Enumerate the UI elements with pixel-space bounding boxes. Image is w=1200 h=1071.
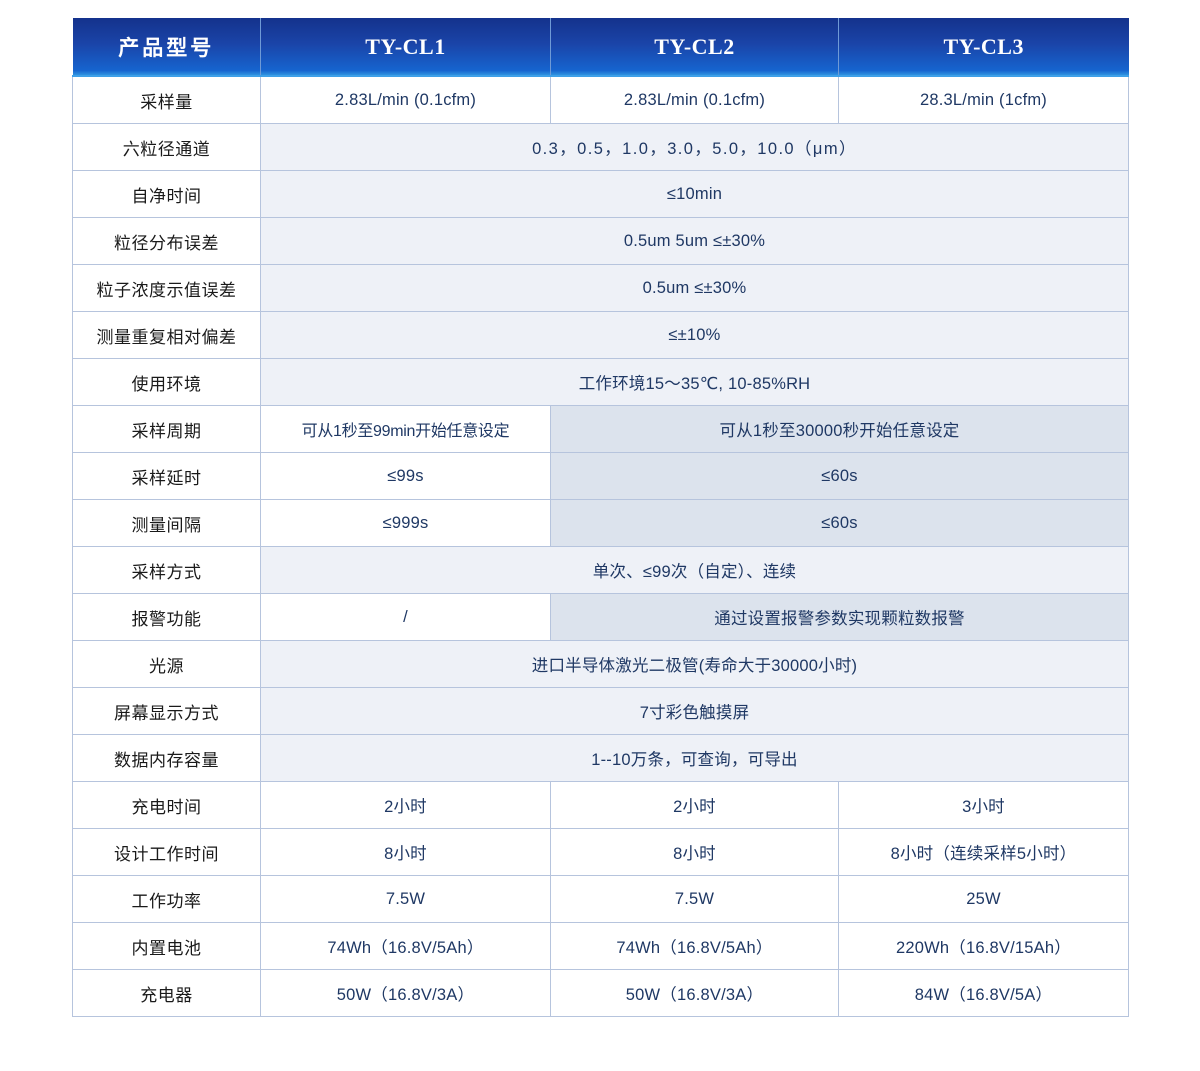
row-value-cl2: 50W（16.8V/3A） xyxy=(550,969,839,1017)
column-header-ty-cl1: TY-CL1 xyxy=(260,18,551,77)
row-label: 屏幕显示方式 xyxy=(72,687,261,735)
row-value-all-models: 7寸彩色触摸屏 xyxy=(260,687,1129,735)
row-value-cl2: 2小时 xyxy=(550,781,839,829)
table-row: 六粒径通道 0.3，0.5，1.0，3.0，5.0，10.0（μm） xyxy=(72,123,1129,171)
table-body: 采样量 2.83L/min (0.1cfm) 2.83L/min (0.1cfm) 2… xyxy=(72,76,1129,1017)
table-row: 充电时间 2小时 2小时 3小时 xyxy=(72,781,1129,829)
row-value-cl2: 74Wh（16.8V/5Ah） xyxy=(550,922,839,970)
row-label: 工作功率 xyxy=(72,875,261,923)
row-value-cl2-cl3: ≤60s xyxy=(550,452,1129,500)
row-label: 充电器 xyxy=(72,969,261,1017)
row-value-cl2-cl3: 通过设置报警参数实现颗粒数报警 xyxy=(550,593,1129,641)
table-row: 使用环境 工作环境15～35℃, 10-85%RH xyxy=(72,358,1129,406)
column-header-ty-cl3: TY-CL3 xyxy=(838,18,1129,77)
row-value-cl1: 可从1秒至99min开始任意设定 xyxy=(260,405,551,453)
table-row: 光源 进口半导体激光二极管(寿命大于30000小时) xyxy=(72,640,1129,688)
row-label: 自净时间 xyxy=(72,170,261,218)
row-value-cl2: 2.83L/min (0.1cfm) xyxy=(550,76,839,124)
row-value-cl1: ≤99s xyxy=(260,452,551,500)
table-row: 测量重复相对偏差 ≤±10% xyxy=(72,311,1129,359)
row-label: 测量重复相对偏差 xyxy=(72,311,261,359)
row-value-cl1: / xyxy=(260,593,551,641)
row-label: 采样延时 xyxy=(72,452,261,500)
row-label: 光源 xyxy=(72,640,261,688)
row-value-all-models: ≤10min xyxy=(260,170,1129,218)
row-value-all-models: ≤±10% xyxy=(260,311,1129,359)
row-label: 采样方式 xyxy=(72,546,261,594)
row-label: 设计工作时间 xyxy=(72,828,261,876)
row-value-cl2: 8小时 xyxy=(550,828,839,876)
row-label: 内置电池 xyxy=(72,922,261,970)
table-row: 采样方式 单次、≤99次（自定）、连续 xyxy=(72,546,1129,594)
row-value-all-models: 0.5um ≤±30% xyxy=(260,264,1129,312)
row-value-all-models: 单次、≤99次（自定）、连续 xyxy=(260,546,1129,594)
row-value-all-models: 工作环境15～35℃, 10-85%RH xyxy=(260,358,1129,406)
row-value-cl1: ≤999s xyxy=(260,499,551,547)
table-row: 粒子浓度示值误差 0.5um ≤±30% xyxy=(72,264,1129,312)
row-label: 六粒径通道 xyxy=(72,123,261,171)
table-row: 自净时间 ≤10min xyxy=(72,170,1129,218)
row-value-cl3: 28.3L/min (1cfm) xyxy=(838,76,1129,124)
column-header-product-model: 产品型号 xyxy=(72,18,261,77)
row-value-cl3: 220Wh（16.8V/15Ah） xyxy=(838,922,1129,970)
table-row: 屏幕显示方式 7寸彩色触摸屏 xyxy=(72,687,1129,735)
row-value-cl1: 7.5W xyxy=(260,875,551,923)
column-header-ty-cl2: TY-CL2 xyxy=(550,18,839,77)
row-label: 使用环境 xyxy=(72,358,261,406)
table-row: 测量间隔 ≤999s ≤60s xyxy=(72,499,1129,547)
row-value-cl1: 8小时 xyxy=(260,828,551,876)
row-label: 采样量 xyxy=(72,76,261,124)
row-label: 粒子浓度示值误差 xyxy=(72,264,261,312)
row-value-cl1: 2.83L/min (0.1cfm) xyxy=(260,76,551,124)
row-label: 测量间隔 xyxy=(72,499,261,547)
row-value-cl3: 84W（16.8V/5A） xyxy=(838,969,1129,1017)
row-value-cl3: 8小时（连续采样5小时） xyxy=(838,828,1129,876)
table-header: 产品型号 TY-CL1 TY-CL2 TY-CL3 xyxy=(72,18,1129,77)
row-value-all-models: 1--10万条，可查询，可导出 xyxy=(260,734,1129,782)
row-value-cl2-cl3: ≤60s xyxy=(550,499,1129,547)
row-value-all-models: 0.5um 5um ≤±30% xyxy=(260,217,1129,265)
row-label: 充电时间 xyxy=(72,781,261,829)
specification-table-container: 产品型号 TY-CL1 TY-CL2 TY-CL3 采样量 2.83L/min (… xyxy=(72,18,1129,1017)
row-value-cl3: 25W xyxy=(838,875,1129,923)
row-value-cl1: 50W（16.8V/3A） xyxy=(260,969,551,1017)
table-row: 充电器 50W（16.8V/3A） 50W（16.8V/3A） 84W（16.8V/5… xyxy=(72,969,1129,1017)
table-row: 采样量 2.83L/min (0.1cfm) 2.83L/min (0.1cfm) 2… xyxy=(72,76,1129,124)
table-row: 内置电池 74Wh（16.8V/5Ah） 74Wh（16.8V/5Ah） 220Wh（… xyxy=(72,922,1129,970)
row-value-cl1: 74Wh（16.8V/5Ah） xyxy=(260,922,551,970)
table-row: 采样周期 可从1秒至99min开始任意设定 可从1秒至30000秒开始任意设定 xyxy=(72,405,1129,453)
row-value-all-models: 进口半导体激光二极管(寿命大于30000小时) xyxy=(260,640,1129,688)
table-row: 报警功能 / 通过设置报警参数实现颗粒数报警 xyxy=(72,593,1129,641)
row-value-cl3: 3小时 xyxy=(838,781,1129,829)
header-row: 产品型号 TY-CL1 TY-CL2 TY-CL3 xyxy=(72,18,1129,77)
row-value-all-models: 0.3，0.5，1.0，3.0，5.0，10.0（μm） xyxy=(260,123,1129,171)
table-row: 粒径分布误差 0.5um 5um ≤±30% xyxy=(72,217,1129,265)
row-label: 粒径分布误差 xyxy=(72,217,261,265)
table-row: 设计工作时间 8小时 8小时 8小时（连续采样5小时） xyxy=(72,828,1129,876)
row-label: 报警功能 xyxy=(72,593,261,641)
row-value-cl2: 7.5W xyxy=(550,875,839,923)
table-row: 采样延时 ≤99s ≤60s xyxy=(72,452,1129,500)
row-label: 数据内存容量 xyxy=(72,734,261,782)
table-row: 工作功率 7.5W 7.5W 25W xyxy=(72,875,1129,923)
row-label: 采样周期 xyxy=(72,405,261,453)
row-value-cl2-cl3: 可从1秒至30000秒开始任意设定 xyxy=(550,405,1129,453)
product-specification-table: 产品型号 TY-CL1 TY-CL2 TY-CL3 采样量 2.83L/min (… xyxy=(72,18,1129,1017)
table-row: 数据内存容量 1--10万条，可查询，可导出 xyxy=(72,734,1129,782)
row-value-cl1: 2小时 xyxy=(260,781,551,829)
